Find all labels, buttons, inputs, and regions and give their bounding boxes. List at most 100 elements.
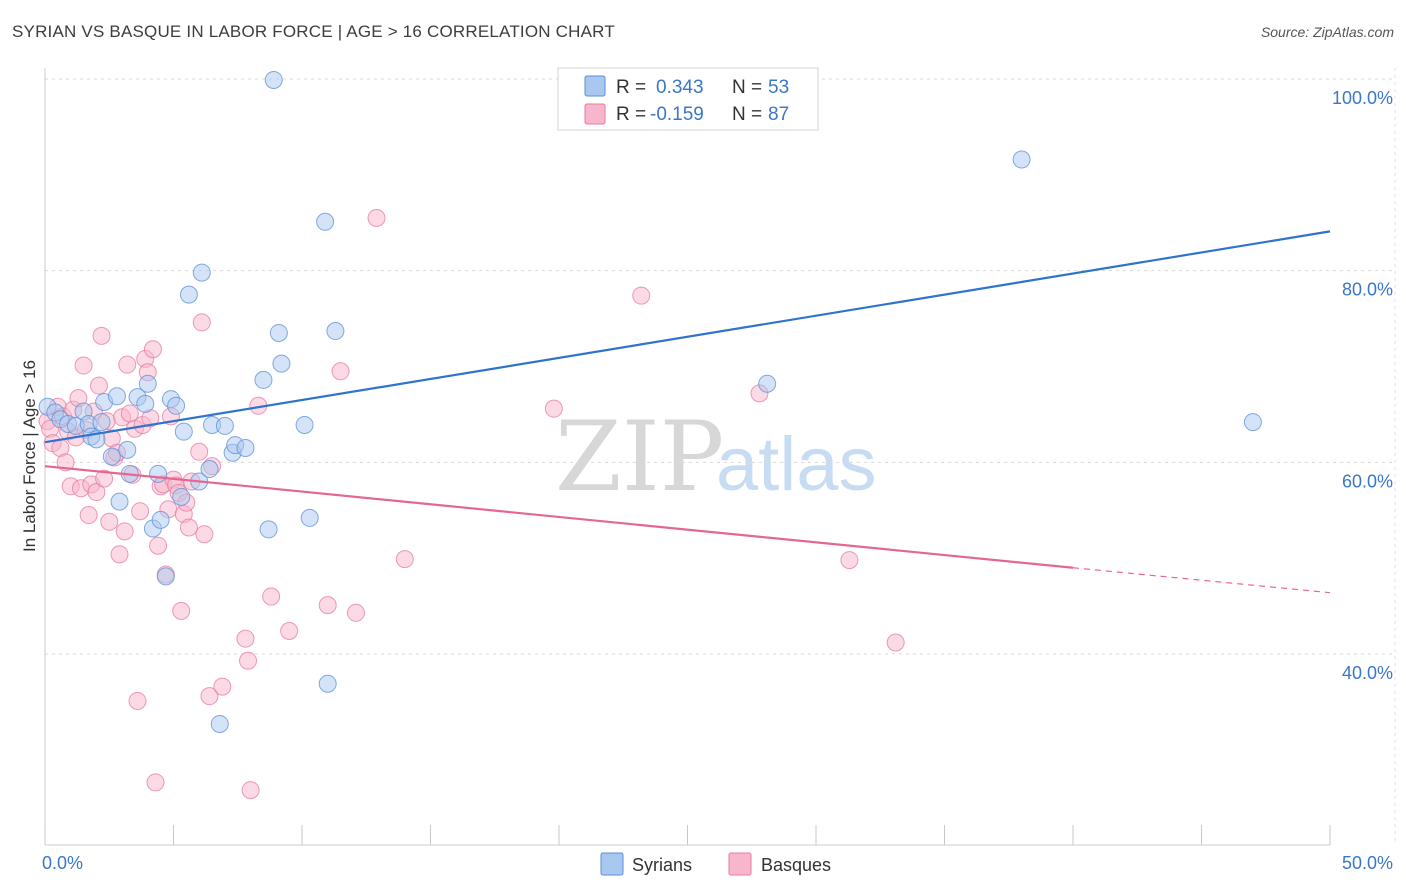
syrian-point <box>102 447 121 466</box>
syrian-point <box>316 212 335 231</box>
basque-point <box>195 525 214 544</box>
basque-point <box>886 633 905 652</box>
syrian-point <box>264 70 283 89</box>
basque-point <box>632 286 651 305</box>
basque-point <box>190 442 209 461</box>
series-legend: Syrians Basques <box>600 852 831 876</box>
legend-r-value-syrians: 0.343 <box>656 77 704 98</box>
syrian-point <box>136 394 155 413</box>
bottom-legend-label-syrians: Syrians <box>632 855 692 875</box>
syrian-point <box>326 322 345 341</box>
basque-trend-extension <box>1072 567 1331 594</box>
x-tick-labels: 0.0% 50.0% <box>42 853 1393 873</box>
y-axis-label: In Labor Force | Age > 16 <box>20 360 39 552</box>
basque-point <box>146 773 165 792</box>
basque-trend-line <box>44 465 1074 569</box>
trend-lines <box>44 230 1331 594</box>
basque-point <box>544 399 563 418</box>
basque-point <box>367 208 386 227</box>
gridlines <box>45 78 1395 655</box>
basque-point <box>149 536 168 555</box>
syrian-point <box>210 714 229 733</box>
legend-r-label: R = <box>616 104 646 125</box>
legend-n-value-basques: 87 <box>768 104 789 125</box>
syrian-point <box>138 374 157 393</box>
basque-point <box>239 651 258 670</box>
basque-point <box>200 687 219 706</box>
basque-point <box>131 502 150 521</box>
y-tick-labels: 40.0% 60.0% 80.0% 100.0% <box>1332 88 1393 683</box>
bottom-legend-label-basques: Basques <box>761 855 831 875</box>
syrian-point <box>149 464 168 483</box>
basque-point <box>331 362 350 381</box>
basque-point <box>192 313 211 332</box>
syrian-point <box>758 374 777 393</box>
chart-title: SYRIAN VS BASQUE IN LABOR FORCE | AGE > … <box>12 22 615 41</box>
syrian-point <box>259 520 278 539</box>
syrian-point <box>107 387 126 406</box>
syrian-point <box>200 460 219 479</box>
legend-n-label: N = <box>732 77 762 98</box>
x-tick-label-min: 0.0% <box>42 853 83 873</box>
basque-point <box>56 453 75 472</box>
syrian-point <box>92 413 111 432</box>
basque-point <box>87 483 106 502</box>
y-tick-label: 60.0% <box>1342 471 1393 491</box>
syrian-point <box>269 323 288 342</box>
basque-point <box>128 691 147 710</box>
basque-point <box>262 587 281 606</box>
basque-point <box>110 545 129 564</box>
y-tick-label: 40.0% <box>1342 663 1393 683</box>
basque-points <box>38 208 905 800</box>
basque-point <box>115 522 134 541</box>
legend-n-value-syrians: 53 <box>768 77 789 98</box>
basque-point <box>74 356 93 375</box>
basque-point <box>395 550 414 569</box>
basque-point <box>280 622 299 640</box>
basque-point <box>95 469 114 488</box>
syrian-point <box>110 492 129 511</box>
correlation-legend: R = 0.343 N = 53 R = -0.159 N = 87 <box>557 67 819 131</box>
basque-point <box>213 677 232 696</box>
basque-point <box>179 518 198 537</box>
syrian-point <box>156 567 175 586</box>
basque-point <box>840 551 859 570</box>
basque-point <box>100 512 119 531</box>
basque-point <box>236 629 255 648</box>
legend-swatch-basques <box>584 103 606 125</box>
syrian-point <box>215 416 234 435</box>
syrian-point <box>1243 413 1262 432</box>
watermark-atlas: atlas <box>716 422 877 507</box>
syrian-point <box>179 285 198 304</box>
basque-point <box>346 603 365 622</box>
bottom-legend-swatch-basques <box>728 852 752 876</box>
syrian-point <box>295 415 314 434</box>
syrian-point <box>254 370 273 389</box>
syrian-point <box>167 396 186 415</box>
basque-point <box>172 601 191 620</box>
source-credit: Source: ZipAtlas.com <box>1260 24 1394 40</box>
syrian-point <box>318 674 337 693</box>
syrian-point <box>272 354 291 373</box>
syrian-point <box>172 487 191 506</box>
basque-point <box>143 340 162 359</box>
basque-point <box>241 781 260 800</box>
y-tick-label: 100.0% <box>1332 88 1393 108</box>
syrian-point <box>174 422 193 441</box>
syrian-trend-line <box>44 230 1331 444</box>
legend-swatch-syrians <box>584 75 606 97</box>
syrian-point <box>300 508 319 527</box>
legend-r-label: R = <box>616 77 646 98</box>
basque-point <box>118 355 137 374</box>
basque-point <box>79 506 98 525</box>
legend-r-value-basques: -0.159 <box>650 104 704 125</box>
legend-n-label: N = <box>732 104 762 125</box>
axes <box>44 68 1396 846</box>
syrian-point <box>1012 150 1031 169</box>
syrian-point <box>151 510 170 529</box>
watermark-zip: ZIP <box>555 401 724 513</box>
y-tick-label: 80.0% <box>1342 280 1393 300</box>
x-tick-label-max: 50.0% <box>1342 853 1393 873</box>
syrian-point <box>192 263 211 282</box>
